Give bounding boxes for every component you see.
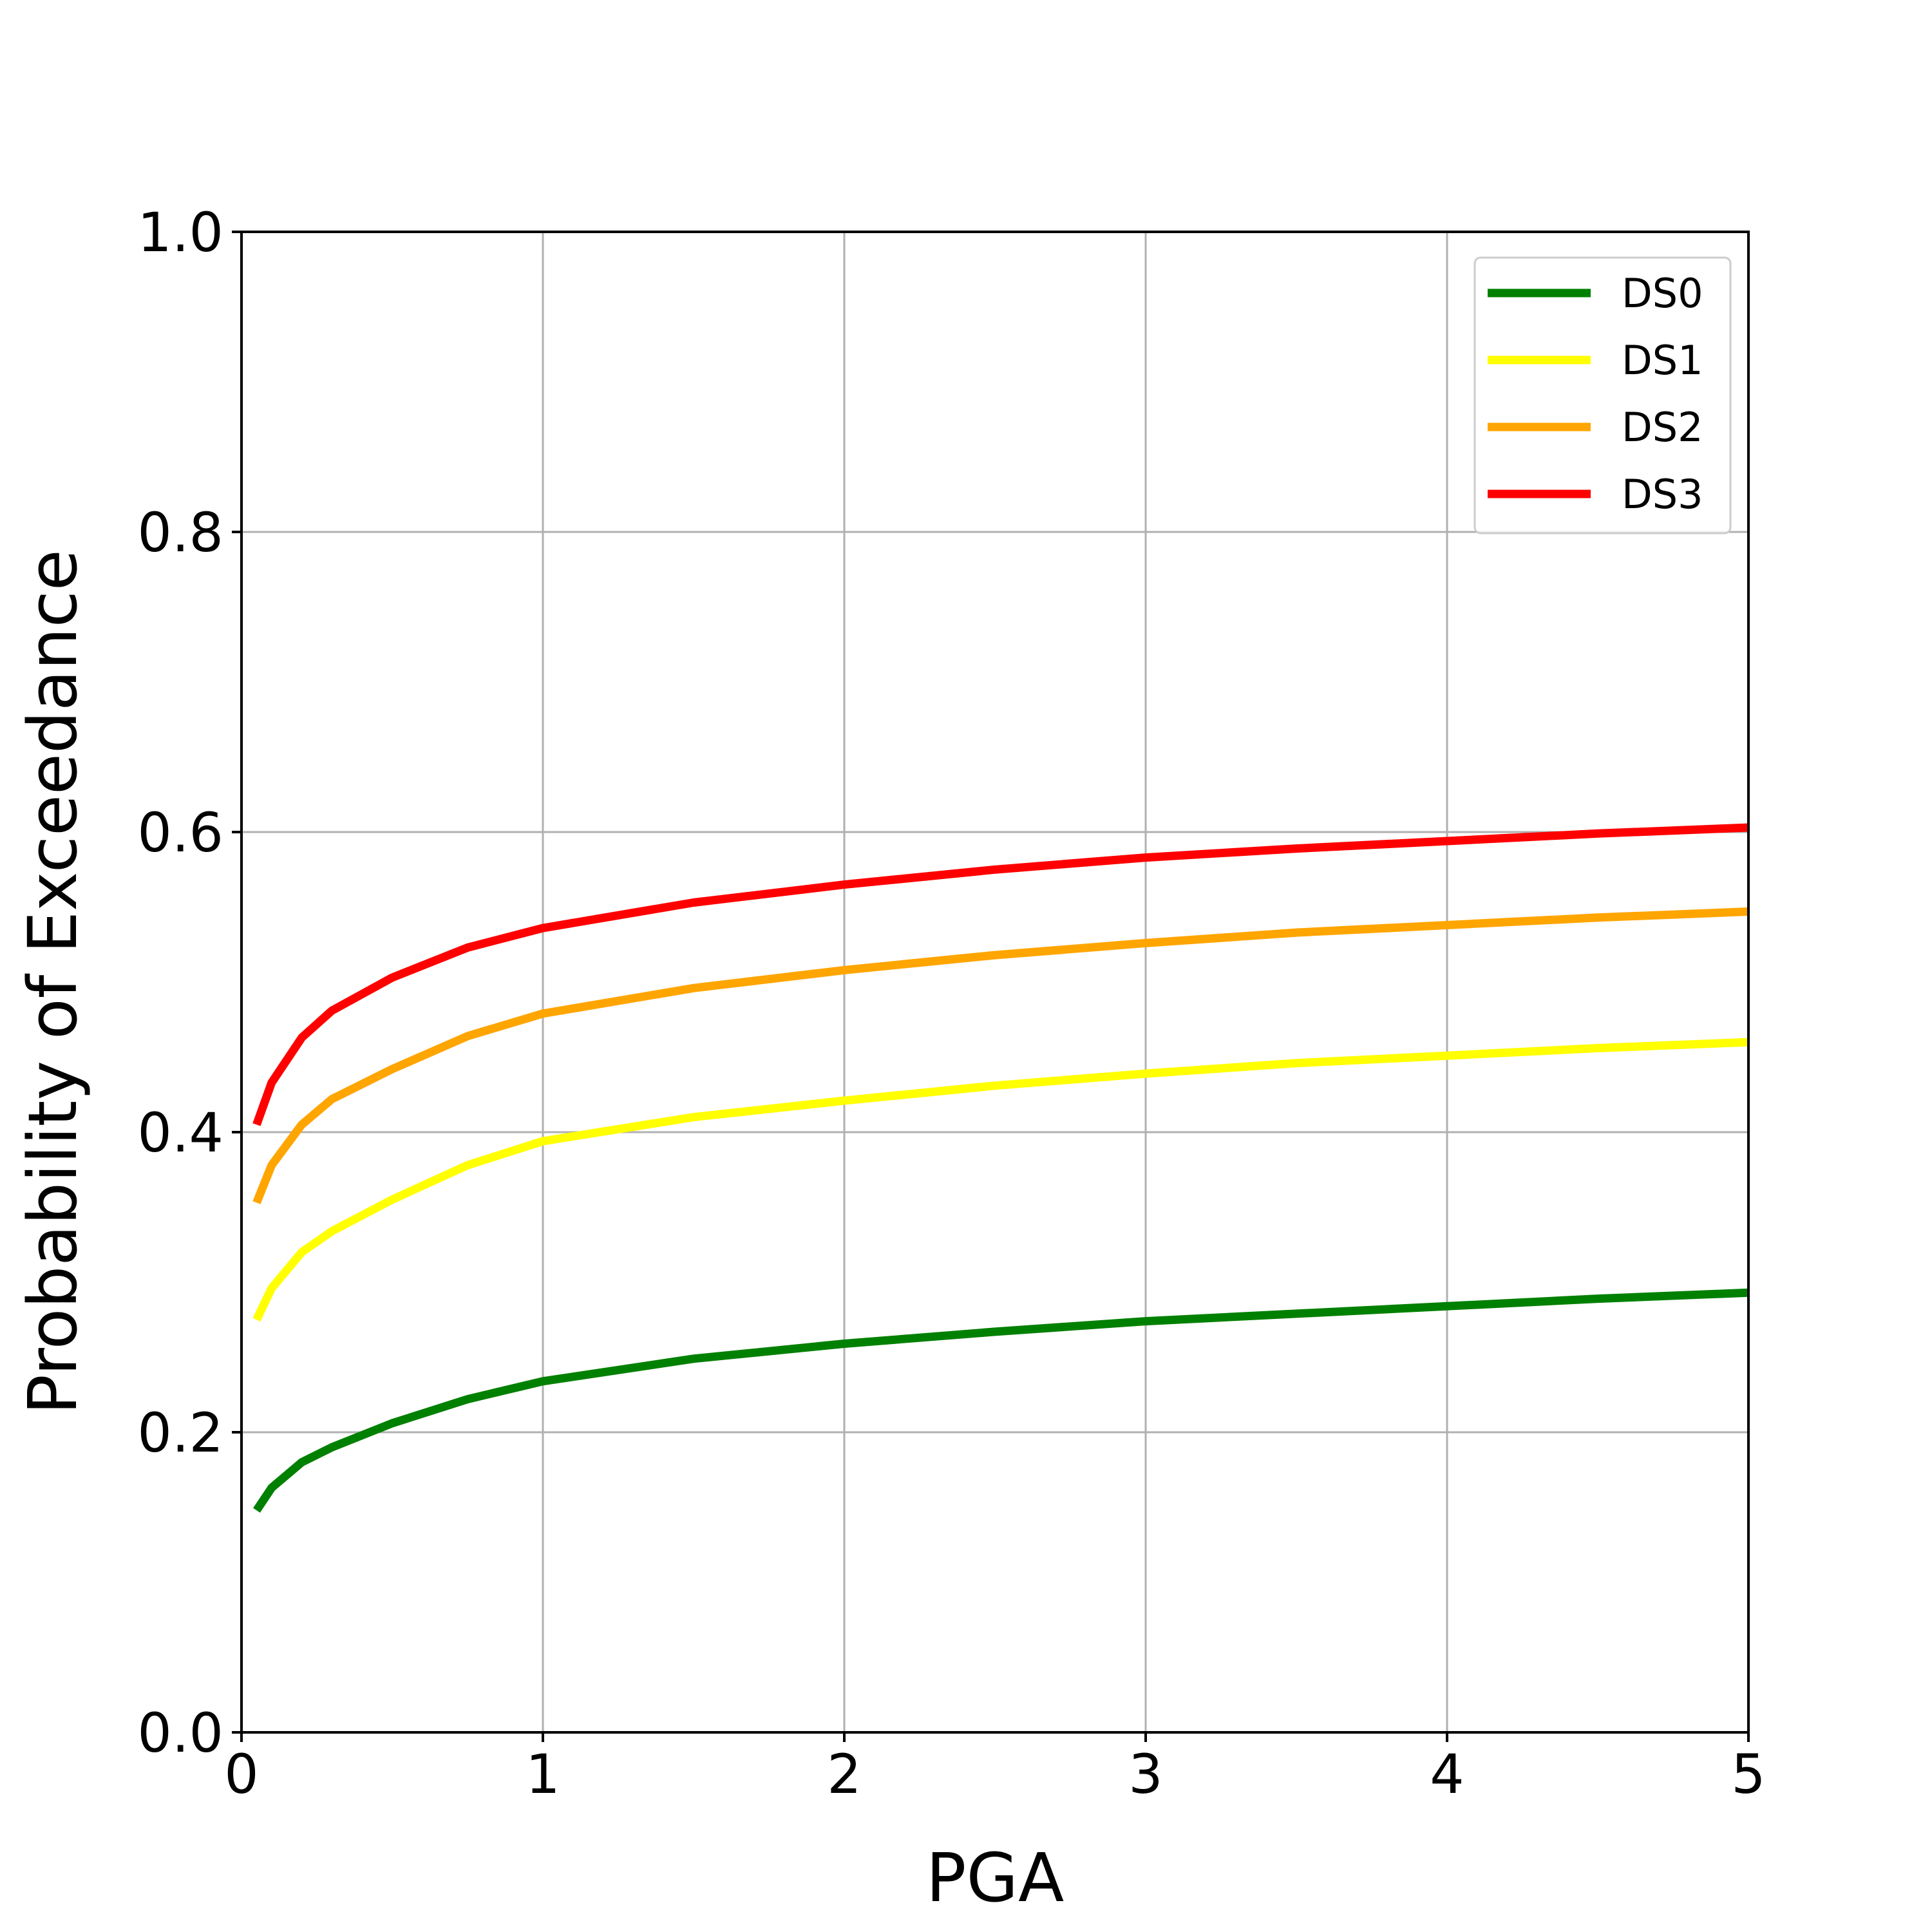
y-axis-label: Probability of Exceedance [14, 549, 92, 1415]
x-tick-label: 2 [827, 1743, 861, 1806]
legend-label-ds1: DS1 [1622, 337, 1703, 384]
series-line-ds1 [252, 1037, 1749, 1322]
series-layer [252, 823, 1749, 1513]
series-line-ds3 [252, 823, 1749, 1126]
y-tick-label: 0.2 [137, 1401, 223, 1464]
y-tick-label: 1.0 [137, 201, 223, 264]
y-tick-label: 0.8 [137, 501, 223, 564]
legend-label-ds2: DS2 [1622, 404, 1703, 451]
x-tick-label: 3 [1128, 1743, 1162, 1806]
x-tick-label: 5 [1731, 1743, 1765, 1806]
y-tick-label: 0.6 [137, 801, 223, 864]
series-line-ds2 [252, 907, 1749, 1204]
x-tick-label: 1 [526, 1743, 560, 1806]
legend-box [1473, 256, 1732, 535]
x-tick-label: 0 [224, 1743, 258, 1806]
x-tick-label: 4 [1430, 1743, 1464, 1806]
axis-ticks: 0 1 2 3 4 5 0.0 0.2 0.4 0.6 0.8 1.0 [137, 201, 1765, 1806]
y-tick-label: 0.0 [137, 1701, 223, 1765]
plot-frame [240, 231, 1750, 1734]
series-line-ds0 [252, 1288, 1749, 1513]
legend-label-ds0: DS0 [1622, 270, 1703, 317]
y-tick-label: 0.4 [137, 1101, 223, 1164]
legend: DS0 DS1 DS2 DS3 [1473, 256, 1732, 535]
x-axis-label: PGA [926, 1839, 1064, 1917]
legend-label-ds3: DS3 [1622, 471, 1703, 518]
